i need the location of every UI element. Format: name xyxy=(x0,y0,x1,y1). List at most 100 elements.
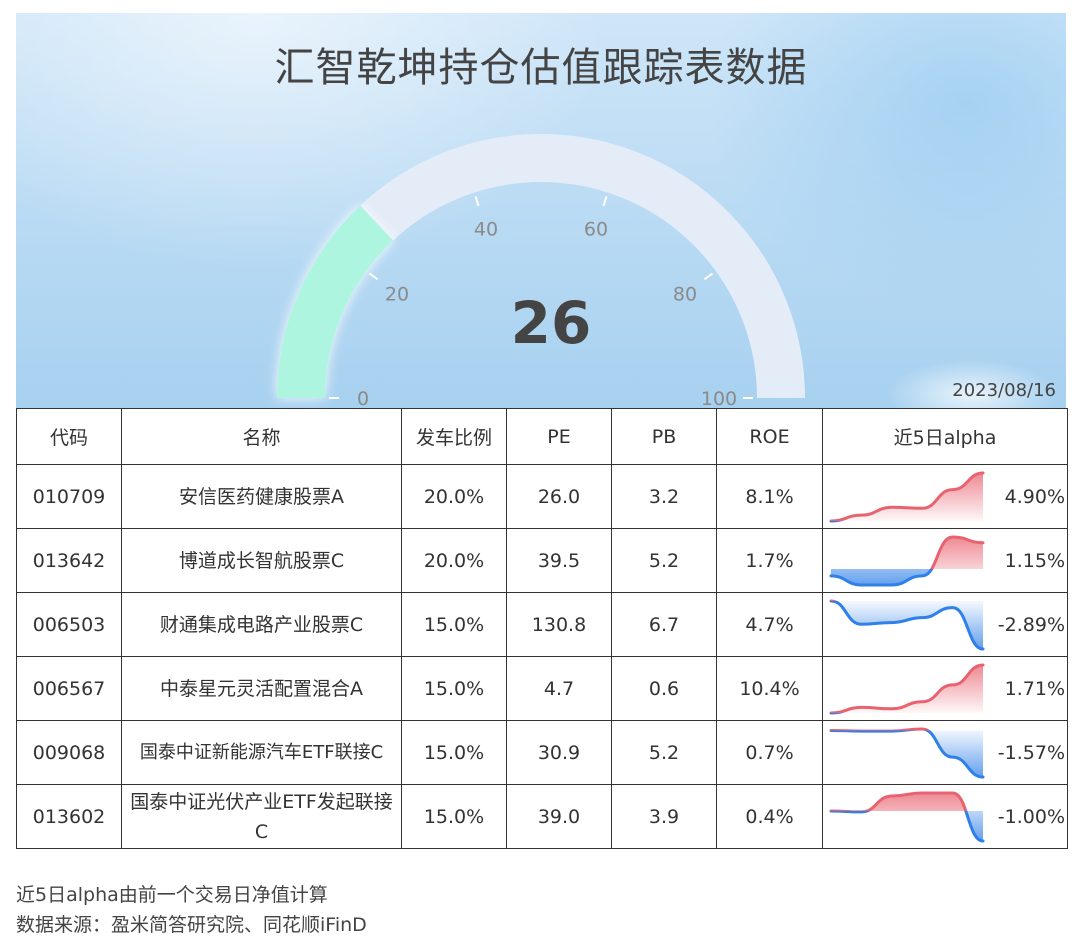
cell-pe: 130.8 xyxy=(506,592,612,657)
cell-roe: 4.7% xyxy=(716,592,823,657)
footnote-calculation: 近5日alpha由前一个交易日净值计算 xyxy=(16,884,328,906)
gauge-tick-label: 60 xyxy=(584,219,608,241)
cell-alpha: -1.57% xyxy=(822,720,1068,785)
cell-pb: 0.6 xyxy=(611,656,717,721)
gauge-tick-mark xyxy=(703,272,714,281)
cell-alpha: -1.00% xyxy=(822,784,1068,849)
header-ratio: 发车比例 xyxy=(401,408,507,465)
alpha-value: -2.89% xyxy=(997,613,1065,636)
sparkline-line xyxy=(829,730,985,779)
table-row: 010709 安信医药健康股票A 20.0% 26.0 3.2 8.1% 4.9… xyxy=(16,464,1068,529)
sparkline-line xyxy=(929,535,985,569)
cell-code: 010709 xyxy=(16,464,122,529)
cell-pb: 6.7 xyxy=(611,592,717,657)
gauge-tick-label: 100 xyxy=(701,388,737,408)
sparkline-area xyxy=(831,569,983,585)
sparkline-line xyxy=(829,601,985,651)
cell-roe: 10.4% xyxy=(716,656,823,721)
cell-code: 013642 xyxy=(16,528,122,593)
cell-name: 国泰中证光伏产业ETF发起联接C xyxy=(121,784,402,849)
table-row: 013642 博道成长智航股票C 20.0% 39.5 5.2 1.7% 1.1… xyxy=(16,528,1068,593)
cell-name: 国泰中证新能源汽车ETF联接C xyxy=(121,720,402,785)
cell-pe: 30.9 xyxy=(506,720,612,785)
gauge-ticks: 0 20 40 60 80 100 xyxy=(329,196,753,408)
sparkline-line xyxy=(829,811,985,843)
cell-pe: 39.5 xyxy=(506,528,612,593)
alpha-value: -1.57% xyxy=(997,741,1065,764)
cell-ratio: 15.0% xyxy=(401,784,507,849)
gauge-tick-mark xyxy=(368,272,379,281)
cell-alpha: 1.15% xyxy=(822,528,1068,593)
gauge-fill xyxy=(277,205,394,399)
cell-ratio: 20.0% xyxy=(401,528,507,593)
cell-name: 博道成长智航股票C xyxy=(121,528,402,593)
alpha-value: 1.71% xyxy=(1004,677,1065,700)
gauge-value: 26 xyxy=(510,289,592,357)
header-banner: 汇智乾坤持仓估值跟踪表数据 0 20 40 60 80 100 26 2023/08/16 xyxy=(16,13,1066,408)
table-row: 006567 中泰星元灵活配置混合A 15.0% 4.7 0.6 10.4% 1… xyxy=(16,656,1068,721)
cell-roe: 8.1% xyxy=(716,464,823,529)
alpha-sparkline xyxy=(829,727,985,779)
cell-pb: 3.9 xyxy=(611,784,717,849)
sparkline-line xyxy=(829,791,968,811)
cell-pb: 5.2 xyxy=(611,528,717,593)
alpha-value: -1.00% xyxy=(997,805,1065,828)
header-alpha: 近5日alpha xyxy=(822,408,1068,465)
sparkline-line xyxy=(829,663,985,713)
table-row: 006503 财通集成电路产业股票C 15.0% 130.8 6.7 4.7% … xyxy=(16,592,1068,657)
holdings-table: 代码 名称 发车比例 PE PB ROE 近5日alpha 010709 安信医… xyxy=(16,408,1068,849)
cell-name: 中泰星元灵活配置混合A xyxy=(121,656,402,721)
cell-name: 财通集成电路产业股票C xyxy=(121,592,402,657)
page-title: 汇智乾坤持仓估值跟踪表数据 xyxy=(274,45,808,91)
report-date: 2023/08/16 xyxy=(952,380,1056,401)
cell-pb: 5.2 xyxy=(611,720,717,785)
alpha-value: 4.90% xyxy=(1004,485,1065,508)
cell-code: 009068 xyxy=(16,720,122,785)
cell-ratio: 15.0% xyxy=(401,656,507,721)
gauge-tick-label: 40 xyxy=(474,219,498,241)
cell-ratio: 20.0% xyxy=(401,464,507,529)
sparkline-area xyxy=(831,793,983,811)
header-roe: ROE xyxy=(716,408,823,465)
cell-code: 006567 xyxy=(16,656,122,721)
header-pe: PE xyxy=(506,408,612,465)
cell-pe: 4.7 xyxy=(506,656,612,721)
gauge-tick-mark xyxy=(474,196,480,207)
sparkline-line xyxy=(829,471,985,521)
cell-pe: 26.0 xyxy=(506,464,612,529)
sparkline-area xyxy=(831,473,983,521)
gauge-chart: 0 20 40 60 80 100 xyxy=(277,134,805,408)
alpha-sparkline xyxy=(829,791,985,843)
alpha-sparkline xyxy=(829,599,985,651)
gauge-tick-label: 0 xyxy=(357,388,369,408)
cell-alpha: -2.89% xyxy=(822,592,1068,657)
header-pb: PB xyxy=(611,408,717,465)
table-row: 013602 国泰中证光伏产业ETF发起联接C 15.0% 39.0 3.9 0… xyxy=(16,784,1068,849)
alpha-sparkline xyxy=(829,535,985,587)
sparkline-area xyxy=(831,537,983,569)
cell-name: 安信医药健康股票A xyxy=(121,464,402,529)
sparkline-area xyxy=(831,665,983,713)
sparkline-area xyxy=(831,601,983,649)
sparkline-area xyxy=(831,730,983,777)
cloud-decoration xyxy=(886,360,1056,408)
footnotes: 近5日alpha由前一个交易日净值计算 数据来源：盈米简答研究院、同花顺iFin… xyxy=(16,880,367,940)
cell-ratio: 15.0% xyxy=(401,592,507,657)
sparkline-line xyxy=(829,727,930,731)
table-row: 009068 国泰中证新能源汽车ETF联接C 15.0% 30.9 5.2 0.… xyxy=(16,720,1068,785)
footnote-source: 数据来源：盈米简答研究院、同花顺iFinD xyxy=(16,914,367,936)
alpha-sparkline xyxy=(829,663,985,715)
cell-pb: 3.2 xyxy=(611,464,717,529)
cell-pe: 39.0 xyxy=(506,784,612,849)
gauge-track xyxy=(277,134,805,399)
cell-roe: 0.7% xyxy=(716,720,823,785)
header-name: 名称 xyxy=(121,408,402,465)
gauge-tick-mark xyxy=(602,196,608,207)
cell-code: 013602 xyxy=(16,784,122,849)
cell-roe: 0.4% xyxy=(716,784,823,849)
table-header-row: 代码 名称 发车比例 PE PB ROE 近5日alpha xyxy=(16,408,1068,465)
alpha-value: 1.15% xyxy=(1004,549,1065,572)
cell-ratio: 15.0% xyxy=(401,720,507,785)
cell-alpha: 1.71% xyxy=(822,656,1068,721)
alpha-sparkline xyxy=(829,471,985,523)
